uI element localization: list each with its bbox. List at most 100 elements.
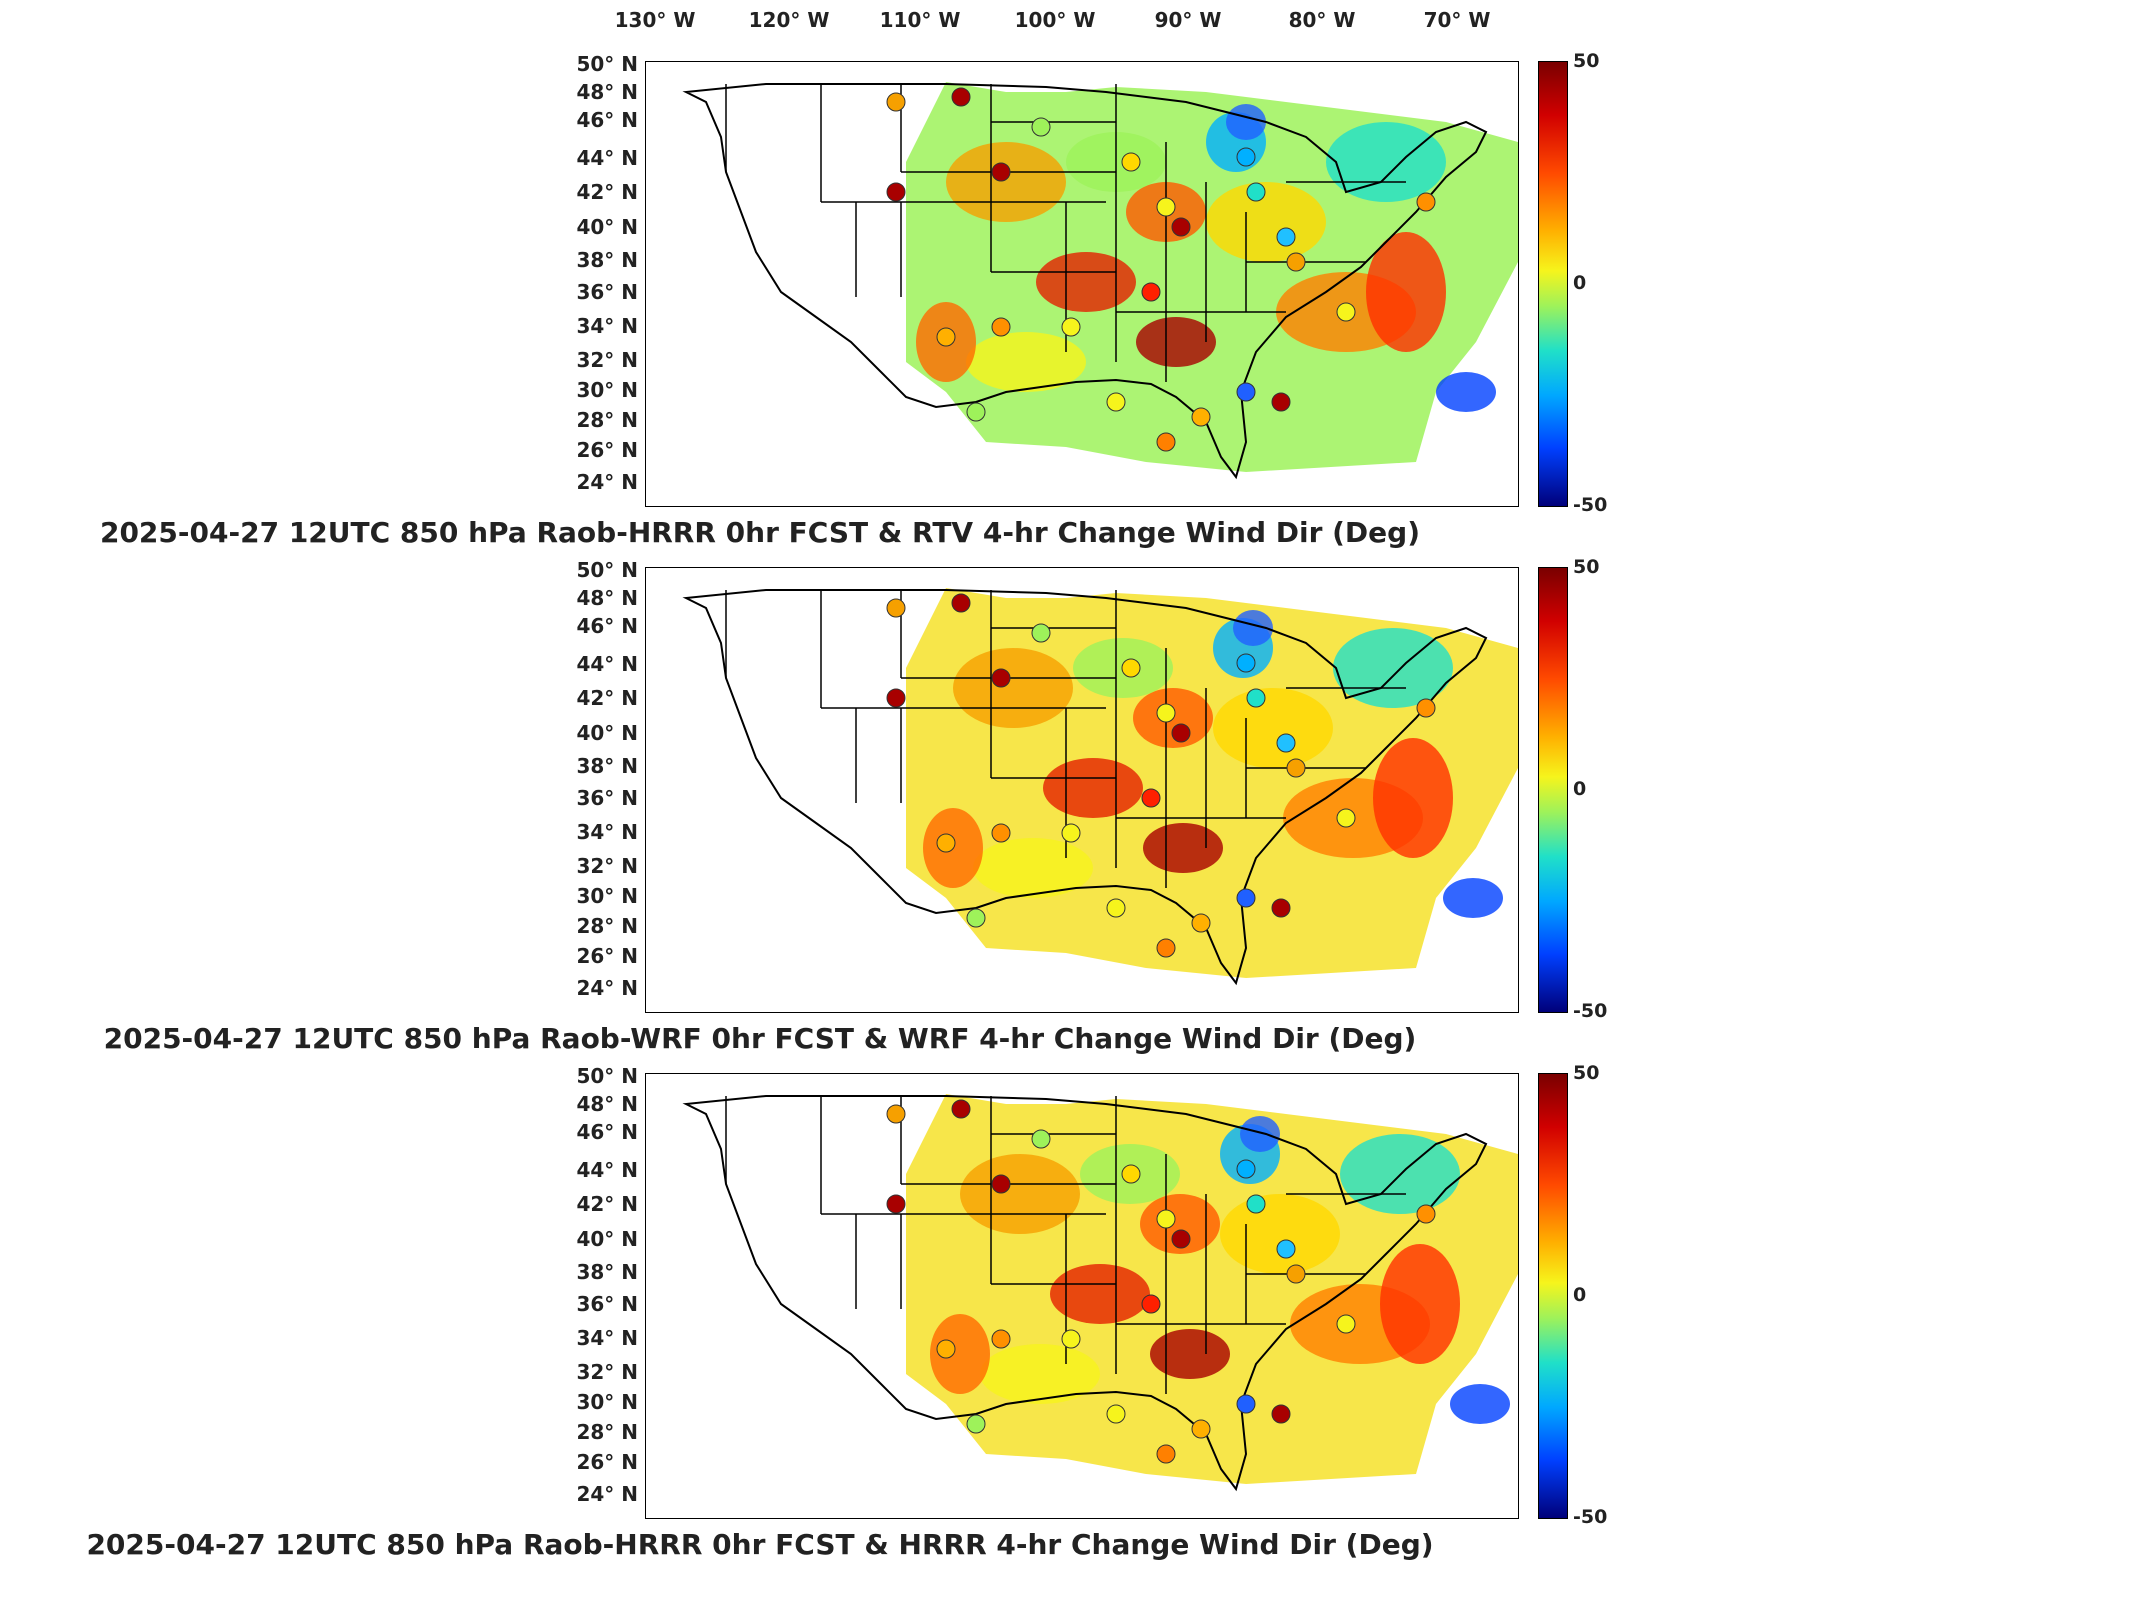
raob-station-marker [936,833,956,853]
raob-station-marker [936,1339,956,1359]
lat-label: 36° N [576,1292,638,1316]
lat-label: 26° N [576,438,638,462]
lat-label: 46° N [576,1120,638,1144]
raob-station-marker [1061,823,1081,843]
colorbar-min-label: -50 [1573,1506,1608,1528]
raob-station-marker [1141,788,1161,808]
map-field [682,588,1518,986]
field-shading [1233,610,1273,646]
raob-station-marker [1276,227,1296,247]
lat-label: 48° N [576,1092,638,1116]
raob-station-marker [1276,1239,1296,1259]
raob-station-marker [1246,1194,1266,1214]
lat-label: 42° N [576,686,638,710]
lat-label: 46° N [576,614,638,638]
field-shading [1326,122,1446,202]
raob-station-marker [951,87,971,107]
field-shading [1140,1194,1220,1254]
lat-label: 36° N [576,280,638,304]
raob-station-marker [1031,623,1051,643]
colorbar [1538,1073,1568,1519]
panel-title: 2025-04-27 12UTC 850 hPa Raob-HRRR 0hr F… [86,1528,1434,1561]
lat-label: 38° N [576,1260,638,1284]
field-shading [1450,1384,1510,1424]
lon-label: 120° W [748,8,830,32]
raob-station-marker [1106,392,1126,412]
lat-label: 34° N [576,314,638,338]
raob-station-marker [886,182,906,202]
raob-station-marker [1286,758,1306,778]
panel-title: 2025-04-27 12UTC 850 hPa Raob-WRF 0hr FC… [103,1022,1417,1055]
lat-label: 40° N [576,721,638,745]
raob-station-marker [966,908,986,928]
raob-station-marker [1246,688,1266,708]
raob-station-marker [1336,1314,1356,1334]
raob-station-marker [1271,898,1291,918]
raob-station-marker [1156,1444,1176,1464]
lat-label: 28° N [576,1420,638,1444]
raob-station-marker [1236,1159,1256,1179]
map-panel-2: 50° N 48° N 46° N 44° N 42° N 40° N 38° N 36° N… [0,556,2133,1064]
field-shading [1213,688,1333,768]
lat-label: 26° N [576,1450,638,1474]
raob-station-marker [1031,117,1051,137]
colorbar-max-label: 50 [1573,50,1600,72]
raob-station-marker [1121,658,1141,678]
lat-label: 42° N [576,1192,638,1216]
raob-station-marker [1121,152,1141,172]
lat-label: 42° N [576,180,638,204]
field-shading [1150,1329,1230,1379]
lat-label: 34° N [576,1326,638,1350]
raob-station-marker [966,1414,986,1434]
field-shading [1043,758,1143,818]
raob-station-marker [886,92,906,112]
lat-label: 40° N [576,1227,638,1251]
field-shading [1050,1264,1150,1324]
raob-station-marker [1191,1419,1211,1439]
panel-title: 2025-04-27 12UTC 850 hPa Raob-HRRR 0hr F… [99,516,1421,549]
lat-label: 40° N [576,215,638,239]
raob-station-marker [1416,698,1436,718]
field-shading [1143,823,1223,873]
lat-label: 44° N [576,146,638,170]
map-frame [645,61,1519,507]
lat-label: 28° N [576,914,638,938]
lat-label: 46° N [576,108,638,132]
raob-station-marker [991,1174,1011,1194]
raob-station-marker [966,402,986,422]
raob-station-marker [1171,1229,1191,1249]
raob-station-marker [991,162,1011,182]
raob-station-marker [1106,898,1126,918]
raob-station-marker [1156,1209,1176,1229]
colorbar-max-label: 50 [1573,1062,1600,1084]
raob-station-marker [1156,197,1176,217]
raob-station-marker [1121,1164,1141,1184]
field-shading [1036,252,1136,312]
lon-label: 80° W [1288,8,1356,32]
lat-label: 32° N [576,348,638,372]
lat-label: 48° N [576,80,638,104]
field-shading [1366,232,1446,352]
lat-label: 48° N [576,586,638,610]
lat-label: 24° N [576,1482,638,1506]
raob-station-marker [1191,407,1211,427]
raob-station-marker [991,823,1011,843]
colorbar [1538,567,1568,1013]
raob-station-marker [936,327,956,347]
lon-label: 100° W [1014,8,1096,32]
map-panel-1: 50° N 48° N 46° N 44° N 42° N 40° N 38° N 36° N… [0,50,2133,558]
field-shading [1220,1194,1340,1274]
lat-label: 36° N [576,786,638,810]
raob-station-marker [1141,1294,1161,1314]
lat-label: 32° N [576,854,638,878]
raob-station-marker [1171,217,1191,237]
field-shading [1443,878,1503,918]
raob-station-marker [1236,653,1256,673]
field-shading [1206,182,1326,262]
raob-station-marker [1416,192,1436,212]
raob-station-marker [1336,808,1356,828]
map-frame [645,567,1519,1013]
field-shading [980,1344,1100,1404]
field-shading [973,838,1093,898]
raob-station-marker [991,1329,1011,1349]
